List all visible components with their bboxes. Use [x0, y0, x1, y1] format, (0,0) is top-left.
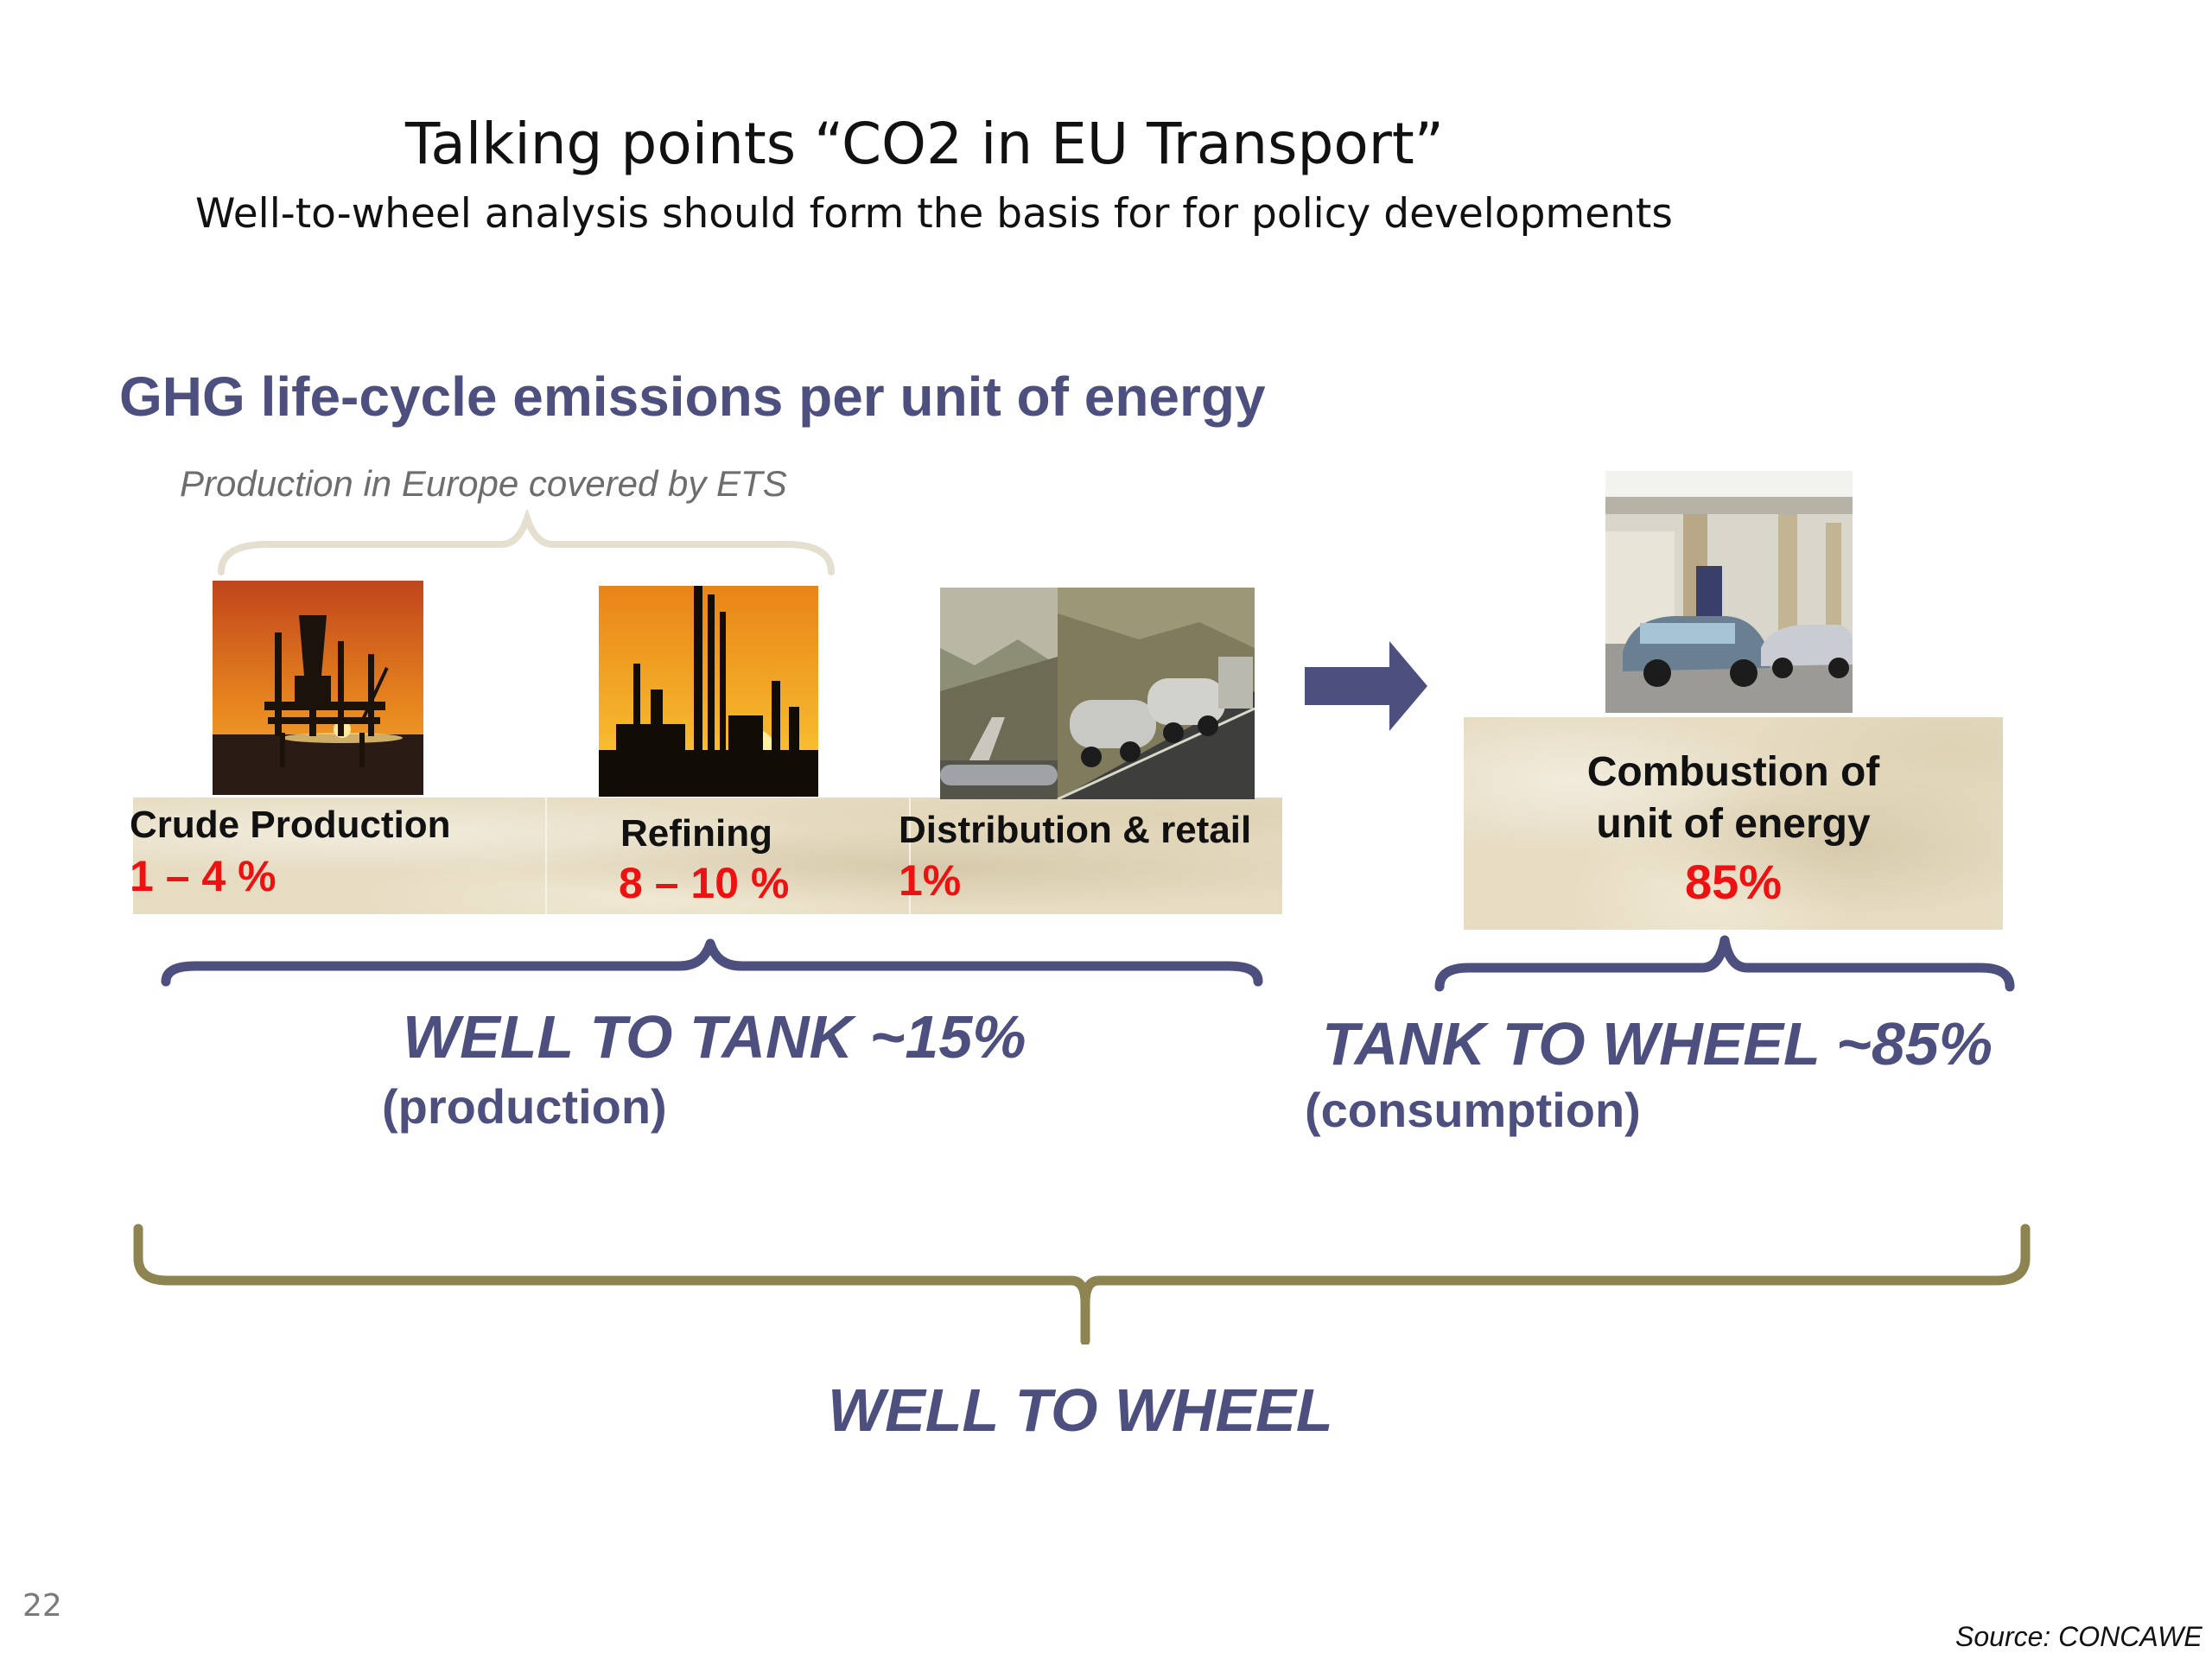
slide-title: Talking points “CO2 in EU Transport”	[405, 111, 1444, 177]
band-divider	[909, 798, 911, 914]
slide-subtitle: Well-to-wheel analysis should form the b…	[195, 190, 1673, 238]
well-to-wheel-label: WELL TO WHEEL	[828, 1376, 1333, 1444]
combustion-label-line1: Combustion of	[1586, 749, 1880, 795]
stage-value-refining: 8 – 10 %	[619, 859, 790, 907]
pipeline-tanker-photo	[940, 588, 1255, 799]
oil-rig-photo	[213, 581, 423, 795]
combustion-value: 85%	[1684, 855, 1783, 909]
right-arrow-icon	[1305, 641, 1427, 731]
gas-station-photo	[1605, 471, 1853, 713]
ets-brace	[218, 510, 835, 575]
stage-label-crude-production: Crude Production	[130, 804, 451, 846]
stage-value-crude-production: 1 – 4 %	[130, 852, 276, 900]
tank-to-wheel-sub: (consumption)	[1305, 1083, 1641, 1137]
stage-label-refining: Refining	[620, 812, 772, 855]
tank-to-wheel-brace	[1434, 935, 2015, 992]
diagram-heading: GHG life-cycle emissions per unit of ene…	[119, 365, 1266, 428]
stage-value-distribution-retail: 1%	[899, 856, 962, 905]
band-divider	[545, 798, 547, 914]
well-to-tank-label: WELL TO TANK ~15%	[403, 1003, 1027, 1071]
combustion-label-line2: unit of energy	[1596, 801, 1871, 847]
well-to-tank-sub: (production)	[382, 1079, 667, 1134]
ets-note: Production in Europe covered by ETS	[180, 463, 787, 504]
stage-label-distribution-retail: Distribution & retail	[899, 809, 1252, 851]
well-to-wheel-brace	[133, 1224, 2031, 1344]
page-number: 22	[22, 1588, 62, 1624]
stage-label-band	[133, 798, 1282, 914]
source-note: Source: CONCAWE	[1955, 1621, 2202, 1652]
combustion-box	[1464, 717, 2003, 930]
well-to-tank-brace	[161, 938, 1263, 987]
tank-to-wheel-label: TANK TO WHEEL ~85%	[1322, 1010, 1993, 1077]
refinery-photo	[599, 586, 818, 797]
